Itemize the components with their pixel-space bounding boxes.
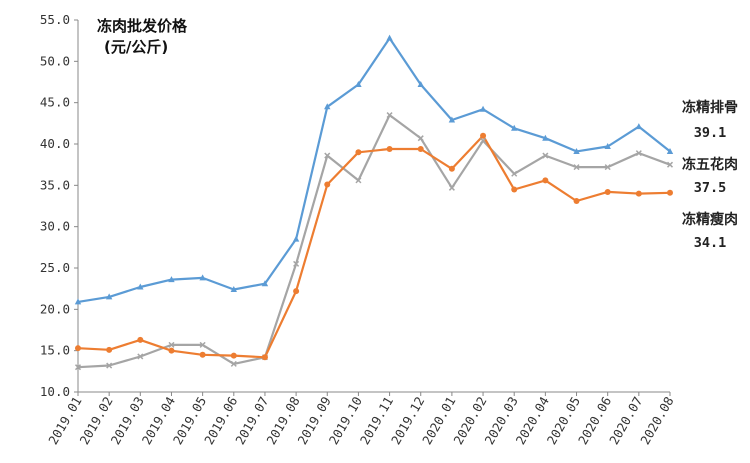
y-tick-label: 20.0 xyxy=(40,301,70,316)
data-point-0 xyxy=(230,285,237,292)
data-point-0 xyxy=(479,105,487,112)
data-point-2 xyxy=(448,165,455,172)
data-point-0 xyxy=(355,80,362,87)
data-point-0 xyxy=(635,123,643,130)
data-point-0 xyxy=(448,116,456,123)
data-point-2 xyxy=(199,351,206,358)
data-point-0 xyxy=(573,147,580,154)
data-point-2 xyxy=(230,352,237,359)
data-point-0 xyxy=(417,80,424,87)
data-point-1 xyxy=(74,364,82,371)
data-point-0 xyxy=(511,124,518,131)
data-point-1 xyxy=(542,152,549,159)
data-point-2 xyxy=(542,177,549,184)
data-point-0 xyxy=(261,280,269,287)
y-tick-label: 25.0 xyxy=(40,260,70,275)
y-tick-label: 50.0 xyxy=(40,53,70,68)
chart-title-line1: 冻肉批发价格 xyxy=(97,17,188,35)
data-point-2 xyxy=(261,354,268,361)
series-endvalue-wuhua: 37.5 xyxy=(694,180,727,196)
data-point-1 xyxy=(511,170,518,177)
data-point-0 xyxy=(604,142,611,149)
data-point-1 xyxy=(386,112,393,119)
data-point-2 xyxy=(106,346,113,353)
series-label-shourou: 冻精瘦肉 xyxy=(682,211,738,228)
series-line-2 xyxy=(77,134,671,359)
data-point-2 xyxy=(604,188,611,195)
series-line-0 xyxy=(77,37,671,303)
data-point-0 xyxy=(292,235,300,242)
data-point-2 xyxy=(667,189,673,196)
data-point-2 xyxy=(573,198,580,205)
data-point-1 xyxy=(417,135,424,142)
series-label-paigu: 冻精排骨 xyxy=(682,99,738,116)
data-point-2 xyxy=(355,149,362,156)
series-endvalue-shourou: 34.1 xyxy=(694,235,727,251)
data-point-2 xyxy=(480,132,487,139)
data-point-0 xyxy=(74,298,82,305)
data-point-2 xyxy=(417,145,424,152)
y-tick-label: 10.0 xyxy=(40,384,70,399)
data-point-1 xyxy=(106,362,113,369)
data-point-2 xyxy=(324,181,331,188)
data-point-0 xyxy=(324,103,331,110)
data-point-2 xyxy=(75,345,81,352)
data-point-0 xyxy=(386,34,393,41)
data-point-2 xyxy=(293,288,300,295)
data-point-1 xyxy=(293,260,300,267)
y-tick-label: 40.0 xyxy=(40,136,70,151)
y-tick-label: 55.0 xyxy=(40,12,70,27)
data-point-0 xyxy=(137,283,144,290)
series-label-wuhua: 冻五花肉 xyxy=(682,156,738,173)
data-point-0 xyxy=(168,276,175,283)
data-point-1 xyxy=(230,360,237,367)
data-point-1 xyxy=(635,150,642,157)
data-point-1 xyxy=(573,164,580,171)
y-tick-label: 35.0 xyxy=(40,177,70,192)
data-point-1 xyxy=(199,341,206,348)
data-point-2 xyxy=(137,336,144,343)
data-point-1 xyxy=(168,341,175,348)
series-line-1 xyxy=(77,113,671,369)
data-point-0 xyxy=(666,147,674,154)
series-endvalue-paigu: 39.1 xyxy=(694,125,727,141)
data-point-1 xyxy=(137,353,144,360)
data-point-2 xyxy=(386,145,393,152)
data-point-2 xyxy=(635,190,642,197)
data-point-0 xyxy=(105,293,113,300)
chart-title-line2: (元/公斤) xyxy=(104,38,168,56)
data-point-1 xyxy=(666,161,674,168)
y-tick-label: 15.0 xyxy=(40,343,70,358)
data-point-1 xyxy=(480,137,487,144)
y-tick-label: 45.0 xyxy=(40,95,70,110)
data-point-2 xyxy=(168,347,175,354)
data-point-0 xyxy=(542,134,549,141)
data-point-1 xyxy=(324,152,331,159)
data-point-1 xyxy=(604,164,611,171)
data-point-1 xyxy=(448,184,455,191)
data-point-2 xyxy=(511,186,518,193)
y-tick-label: 30.0 xyxy=(40,219,70,234)
data-point-1 xyxy=(355,177,362,184)
data-point-0 xyxy=(199,274,206,281)
